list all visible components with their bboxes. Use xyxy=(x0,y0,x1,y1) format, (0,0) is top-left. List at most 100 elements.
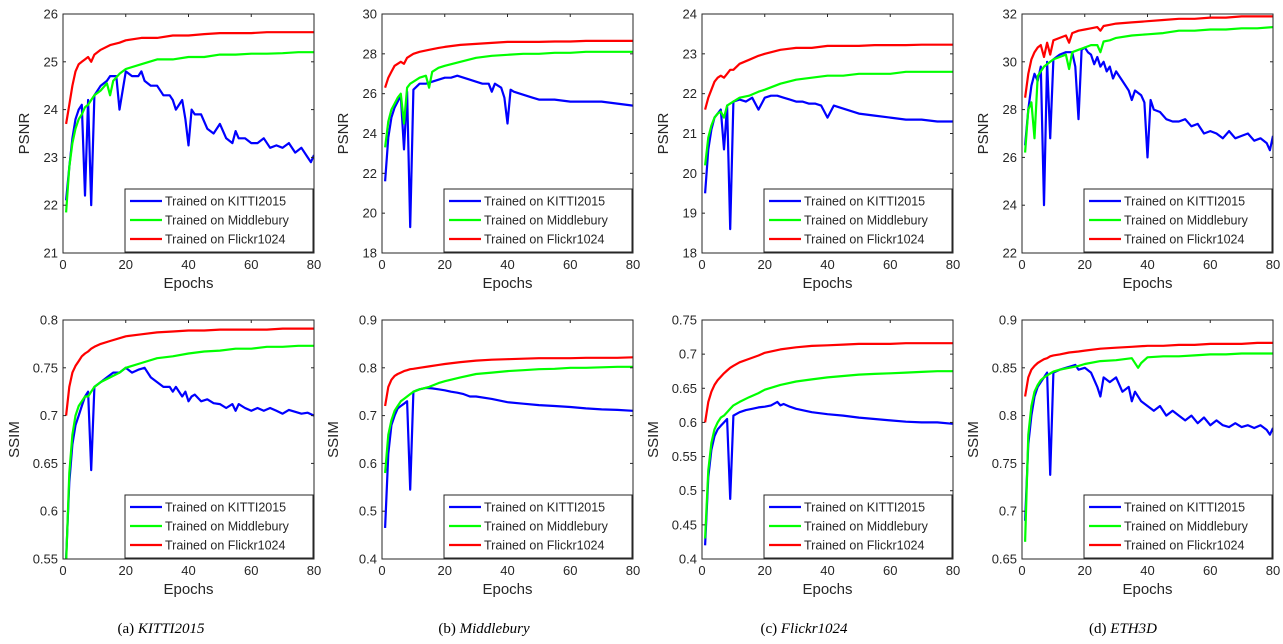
y-tick-label: 0.85 xyxy=(992,360,1017,375)
y-tick-label: 0.6 xyxy=(679,415,697,430)
subfigure-captions: (a) KITTI2015 (b) Middlebury (c) Flickr1… xyxy=(117,621,1157,637)
x-tick-label: 40 xyxy=(500,257,514,272)
y-tick-label: 24 xyxy=(683,7,697,22)
y-tick-label: 0.8 xyxy=(999,408,1017,423)
legend-label-middlebury: Trained on Middlebury xyxy=(484,214,609,228)
legend-label-flickr1024: Trained on Flickr1024 xyxy=(804,539,924,553)
x-tick-label: 80 xyxy=(946,563,960,578)
x-tick-label: 80 xyxy=(946,257,960,272)
subplot-1: 0 20 40 60 80 21 22 23 24 25 26 Epochs PSNR Trained o… xyxy=(16,7,321,293)
subplot-6: 0 20 40 60 80 0.4 0.5 0.6 0.7 0.8 0.9 Epochs SSIM Tra… xyxy=(325,313,640,599)
x-tick-label: 0 xyxy=(698,563,705,578)
caption-a: (a) KITTI2015 xyxy=(117,621,205,637)
series-line-kitti2015 xyxy=(1024,363,1273,521)
x-axis-label: Epochs xyxy=(1122,581,1172,598)
y-axis-label: SSIM xyxy=(6,421,23,458)
legend: Trained on KITTI2015 Trained on Middlebur… xyxy=(763,494,953,559)
x-tick-label: 20 xyxy=(758,563,772,578)
x-tick-label: 20 xyxy=(1078,257,1092,272)
y-tick-label: 20 xyxy=(683,166,697,181)
legend-label-kitti2015: Trained on KITTI2015 xyxy=(484,195,605,209)
subplot-8: 0 20 40 60 80 0.65 0.7 0.75 0.8 0.85 0.9 Epochs SSIM… xyxy=(965,313,1280,599)
y-tick-label: 0.55 xyxy=(672,449,697,464)
legend-label-flickr1024: Trained on Flickr1024 xyxy=(165,539,285,553)
legend-label-flickr1024: Trained on Flickr1024 xyxy=(1124,539,1244,553)
series-group xyxy=(384,39,633,229)
x-tick-label: 60 xyxy=(244,257,258,272)
y-tick-label: 23 xyxy=(683,46,697,61)
series-line-middlebury xyxy=(1024,352,1273,542)
y-axis-label: SSIM xyxy=(645,421,662,458)
legend: Trained on KITTI2015 Trained on Middlebur… xyxy=(124,188,314,253)
y-axis-label: PSNR xyxy=(335,113,352,155)
series-group xyxy=(704,342,953,546)
series-group xyxy=(65,327,314,559)
x-axis-label: Epochs xyxy=(482,275,532,292)
y-tick-label: 30 xyxy=(1003,54,1017,69)
x-tick-label: 80 xyxy=(307,563,321,578)
x-tick-label: 20 xyxy=(758,257,772,272)
y-tick-label: 0.9 xyxy=(999,313,1017,328)
series-group xyxy=(65,31,314,213)
x-tick-label: 20 xyxy=(1078,563,1092,578)
y-axis-label: PSNR xyxy=(655,113,672,155)
y-tick-label: 0.75 xyxy=(33,360,58,375)
x-tick-label: 40 xyxy=(1140,563,1154,578)
legend-label-flickr1024: Trained on Flickr1024 xyxy=(484,233,604,247)
y-tick-label: 0.9 xyxy=(359,313,377,328)
series-line-kitti2015 xyxy=(384,74,633,229)
x-tick-label: 20 xyxy=(119,563,133,578)
x-axis-label: Epochs xyxy=(1122,275,1172,292)
series-line-kitti2015 xyxy=(704,94,953,231)
series-line-kitti2015 xyxy=(65,70,314,207)
series-group xyxy=(1024,341,1273,542)
legend-label-flickr1024: Trained on Flickr1024 xyxy=(1124,233,1244,247)
legend: Trained on KITTI2015 Trained on Middlebur… xyxy=(1083,494,1273,559)
series-line-flickr1024 xyxy=(384,356,633,407)
y-tick-label: 0.7 xyxy=(40,408,58,423)
legend: Trained on KITTI2015 Trained on Middlebur… xyxy=(443,188,633,253)
x-tick-label: 80 xyxy=(626,257,640,272)
y-tick-label: 28 xyxy=(1003,102,1017,117)
series-line-flickr1024 xyxy=(384,39,633,89)
y-tick-label: 26 xyxy=(44,7,58,22)
y-tick-label: 21 xyxy=(683,126,697,141)
legend-label-flickr1024: Trained on Flickr1024 xyxy=(165,233,285,247)
x-tick-label: 40 xyxy=(181,257,195,272)
y-axis-label: PSNR xyxy=(975,113,992,155)
x-tick-label: 40 xyxy=(500,563,514,578)
y-axis-label: PSNR xyxy=(16,113,33,155)
y-tick-label: 24 xyxy=(44,102,58,117)
y-tick-label: 0.8 xyxy=(40,313,58,328)
legend: Trained on KITTI2015 Trained on Middlebur… xyxy=(124,494,314,559)
y-tick-label: 32 xyxy=(1003,7,1017,22)
series-line-middlebury xyxy=(704,70,953,166)
series-line-kitti2015 xyxy=(65,366,314,559)
series-group xyxy=(1024,15,1273,207)
caption-c: (c) Flickr1024 xyxy=(760,621,848,637)
legend-label-kitti2015: Trained on KITTI2015 xyxy=(484,501,605,515)
series-line-middlebury xyxy=(704,370,953,539)
y-tick-label: 0.5 xyxy=(679,483,697,498)
series-line-flickr1024 xyxy=(65,327,314,416)
y-tick-label: 0.65 xyxy=(992,552,1017,567)
y-tick-label: 30 xyxy=(363,7,377,22)
x-axis-label: Epochs xyxy=(163,275,213,292)
x-tick-label: 60 xyxy=(563,257,577,272)
series-group xyxy=(704,43,953,231)
y-tick-label: 0.7 xyxy=(999,504,1017,519)
subplot-3: 0 20 40 60 80 18 19 20 21 22 23 24 Epochs PSNR Trained… xyxy=(655,7,960,293)
series-line-middlebury xyxy=(384,365,633,474)
legend-label-flickr1024: Trained on Flickr1024 xyxy=(804,233,924,247)
y-tick-label: 0.75 xyxy=(672,313,697,328)
subplot-4: 0 20 40 60 80 22 24 26 28 30 32 Epochs PSNR Trained o… xyxy=(975,7,1280,293)
y-tick-label: 0.4 xyxy=(679,552,697,567)
y-tick-label: 28 xyxy=(363,46,377,61)
subplot-7: 0 20 40 60 80 0.4 0.45 0.5 0.55 0.6 0.65 0.7 0.75 Epo… xyxy=(645,313,960,599)
legend-label-middlebury: Trained on Middlebury xyxy=(484,520,609,534)
y-tick-label: 25 xyxy=(44,54,58,69)
series-line-middlebury xyxy=(65,51,314,213)
series-line-flickr1024 xyxy=(704,43,953,110)
legend-label-kitti2015: Trained on KITTI2015 xyxy=(165,195,286,209)
legend: Trained on KITTI2015 Trained on Middlebur… xyxy=(1083,188,1273,253)
